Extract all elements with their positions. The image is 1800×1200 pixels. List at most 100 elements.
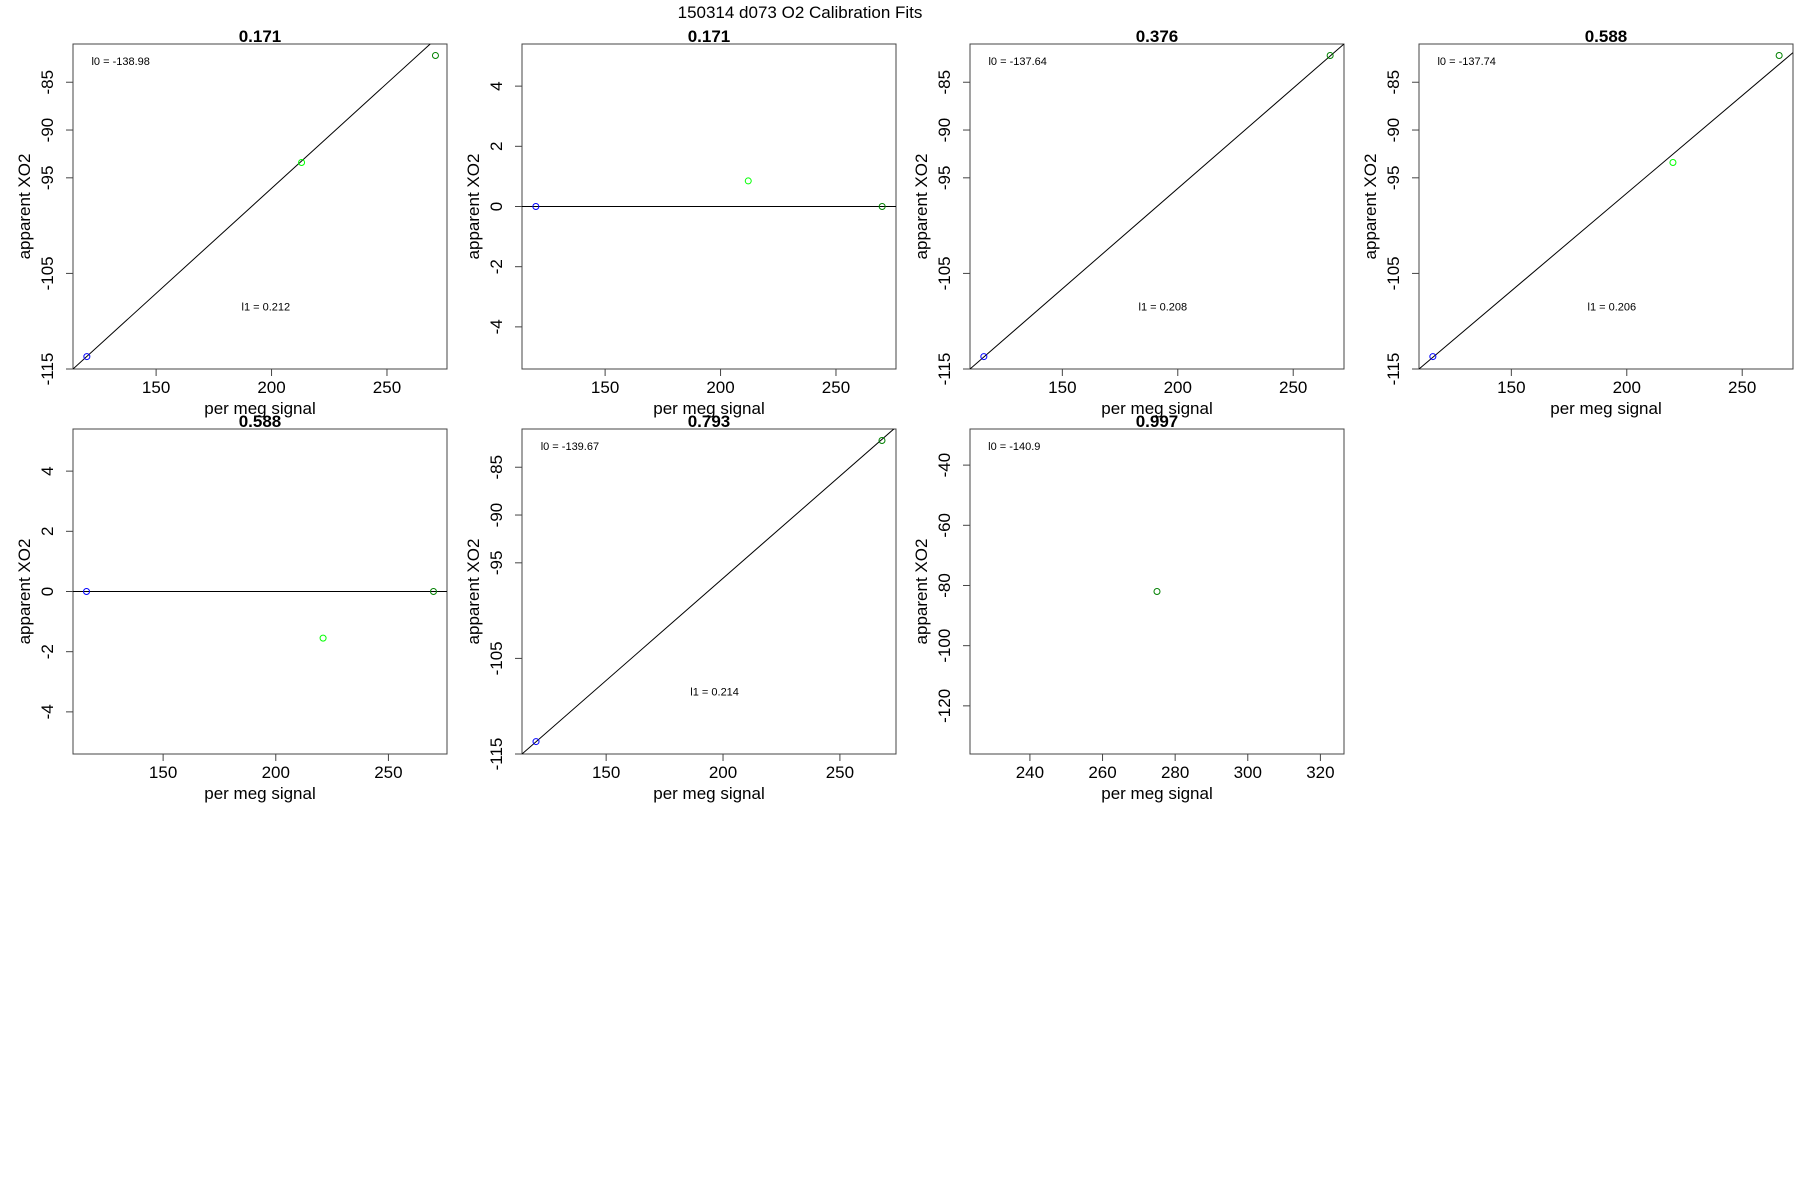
fit-line <box>73 44 431 369</box>
data-point <box>319 634 327 642</box>
data-point <box>878 203 886 210</box>
y-tick-label: -95 <box>935 166 954 191</box>
y-tick-label: 0 <box>38 587 57 596</box>
x-tick-label: 250 <box>373 378 401 397</box>
y-tick-label: -85 <box>38 70 57 95</box>
y-tick-label: -105 <box>935 256 954 290</box>
y-axis-label: apparent XO2 <box>1361 154 1380 260</box>
y-tick-label: -90 <box>935 118 954 143</box>
y-axis-label: apparent XO2 <box>15 154 34 260</box>
panel-title: 0.171 <box>239 27 282 46</box>
y-tick-label: 0 <box>487 202 506 211</box>
y-axis-label: apparent XO2 <box>912 154 931 260</box>
data-point <box>1775 51 1783 59</box>
y-tick-label: 4 <box>38 466 57 475</box>
panel-title: 0.588 <box>1585 27 1628 46</box>
figure-title: 150314 d073 O2 Calibration Fits <box>678 3 923 22</box>
fit-annotation: l0 = -137.64 <box>988 56 1046 68</box>
fit-line <box>970 44 1344 369</box>
y-axis-label: apparent XO2 <box>464 154 483 260</box>
x-axis-label: per meg signal <box>204 784 316 803</box>
x-tick-label: 150 <box>591 378 619 397</box>
data-point <box>1669 159 1677 167</box>
y-tick-label: -95 <box>38 166 57 191</box>
fit-line <box>522 429 895 754</box>
plot-frame <box>969 428 1345 755</box>
y-axis-label: apparent XO2 <box>15 539 34 645</box>
panel-5: 0.588 150 200 250 per meg signal -4 -2 0 2 4 appar… <box>15 412 448 803</box>
data-point <box>429 588 437 595</box>
y-tick-label: -85 <box>935 70 954 95</box>
y-tick-label: -105 <box>1384 256 1403 290</box>
y-tick-label: -95 <box>487 551 506 576</box>
x-tick-label: 150 <box>592 763 620 782</box>
x-tick-label: 150 <box>142 378 170 397</box>
data-point <box>980 353 988 361</box>
data-point <box>298 159 306 167</box>
data-point <box>878 436 886 444</box>
data-point <box>83 588 91 595</box>
data-point <box>1153 588 1161 595</box>
x-tick-label: 200 <box>1164 378 1192 397</box>
x-tick-label: 300 <box>1234 763 1262 782</box>
x-tick-label: 280 <box>1161 763 1189 782</box>
x-tick-label: 200 <box>1613 378 1641 397</box>
panel-6: 0.793 150 200 250 per meg signal -115 -105 -95 -… <box>464 412 897 803</box>
x-tick-label: 200 <box>257 378 285 397</box>
x-tick-label: 250 <box>826 763 854 782</box>
fit-annotation: l0 = -138.98 <box>91 56 149 68</box>
y-tick-label: 2 <box>487 142 506 151</box>
x-tick-label: 240 <box>1016 763 1044 782</box>
x-tick-label: 150 <box>1497 378 1525 397</box>
x-axis-label: per meg signal <box>204 399 316 418</box>
y-tick-label: -90 <box>1384 118 1403 143</box>
y-tick-label: -120 <box>935 689 954 723</box>
panel-7: 0.997 240 260 280 300 320 per meg signal -120 -1… <box>912 412 1345 803</box>
fit-line <box>1419 52 1793 369</box>
fit-annotation: l1 = 0.206 <box>1588 302 1637 314</box>
y-tick-label: -2 <box>38 644 57 659</box>
y-tick-label: -90 <box>38 118 57 143</box>
panel-4: 0.588 150 200 250 per meg signal -115 -105 -95 -… <box>1361 27 1794 418</box>
data-point <box>744 177 752 185</box>
y-tick-label: -2 <box>487 259 506 274</box>
y-tick-label: -4 <box>38 704 57 719</box>
y-tick-label: -4 <box>487 319 506 334</box>
y-tick-label: -105 <box>487 641 506 675</box>
y-tick-label: -85 <box>1384 70 1403 95</box>
y-tick-label: -40 <box>935 453 954 478</box>
x-tick-label: 150 <box>149 763 177 782</box>
x-tick-label: 260 <box>1088 763 1116 782</box>
y-tick-label: -80 <box>935 573 954 598</box>
panel-title: 0.588 <box>239 412 282 431</box>
y-tick-label: -115 <box>487 738 506 771</box>
plot-frame <box>521 428 897 755</box>
x-tick-label: 250 <box>1728 378 1756 397</box>
fit-annotation: l0 = -140.9 <box>988 441 1040 453</box>
fit-annotation: l1 = 0.212 <box>242 302 291 314</box>
data-point <box>431 51 439 59</box>
x-axis-label: per meg signal <box>653 399 765 418</box>
y-tick-label: -100 <box>935 629 954 663</box>
panel-3: 0.376 150 200 250 per meg signal -115 -105 -95 -… <box>912 27 1345 418</box>
plot-frame <box>1418 43 1794 370</box>
y-tick-label: -60 <box>935 513 954 538</box>
y-tick-label: 4 <box>487 81 506 90</box>
y-tick-label: -115 <box>935 353 954 386</box>
x-axis-label: per meg signal <box>1101 784 1213 803</box>
x-tick-label: 250 <box>1279 378 1307 397</box>
fit-annotation: l1 = 0.214 <box>690 687 739 699</box>
data-point <box>532 738 540 746</box>
y-tick-label: 2 <box>38 527 57 536</box>
y-axis-label: apparent XO2 <box>912 539 931 645</box>
y-tick-label: -85 <box>487 455 506 480</box>
x-tick-label: 200 <box>706 378 734 397</box>
panel-1: 0.171 150 200 250 per meg signal -115 -105 -95 -… <box>15 27 448 418</box>
panel-title: 0.376 <box>1136 27 1179 46</box>
x-tick-label: 200 <box>262 763 290 782</box>
x-tick-label: 250 <box>822 378 850 397</box>
x-tick-label: 320 <box>1306 763 1334 782</box>
plot-frame <box>969 43 1345 370</box>
x-tick-label: 250 <box>374 763 402 782</box>
